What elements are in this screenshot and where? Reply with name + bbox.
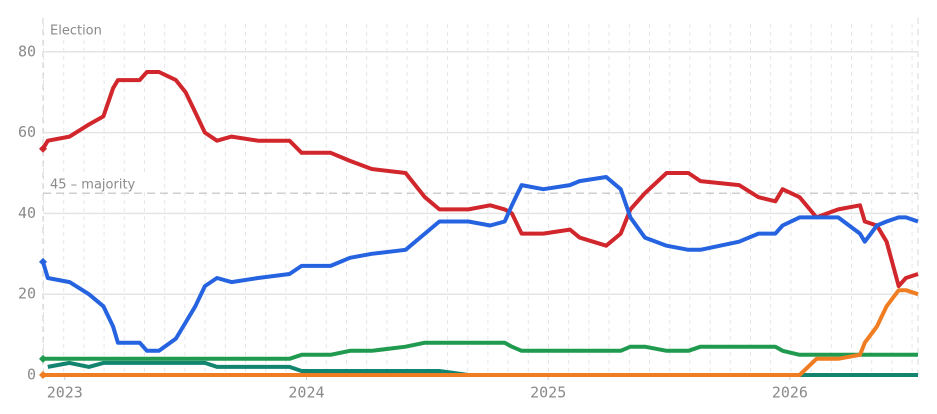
series-line	[43, 340, 918, 361]
x-tick-label: 2024	[288, 384, 324, 402]
election-marker	[39, 371, 47, 379]
election-label: Election	[50, 24, 102, 39]
series-line	[41, 70, 919, 289]
background-grid	[43, 20, 918, 375]
y-tick-label: 60	[18, 123, 36, 141]
x-tick-label: 2026	[772, 384, 808, 402]
x-tick-label: 2025	[530, 384, 566, 402]
x-tick-label: 2023	[47, 384, 83, 402]
label-bg	[47, 176, 145, 193]
y-tick-label: 0	[27, 366, 36, 384]
y-tick-label: 80	[18, 42, 36, 60]
election-marker	[39, 354, 47, 363]
election-marker	[39, 144, 47, 153]
y-tick-label: 40	[18, 204, 36, 222]
series-line	[41, 175, 919, 353]
label-bg	[47, 22, 109, 40]
election-marker	[39, 257, 47, 266]
y-tick-label: 20	[18, 285, 36, 303]
series-line	[43, 288, 919, 377]
majority-label: 45 – majority	[50, 178, 136, 193]
